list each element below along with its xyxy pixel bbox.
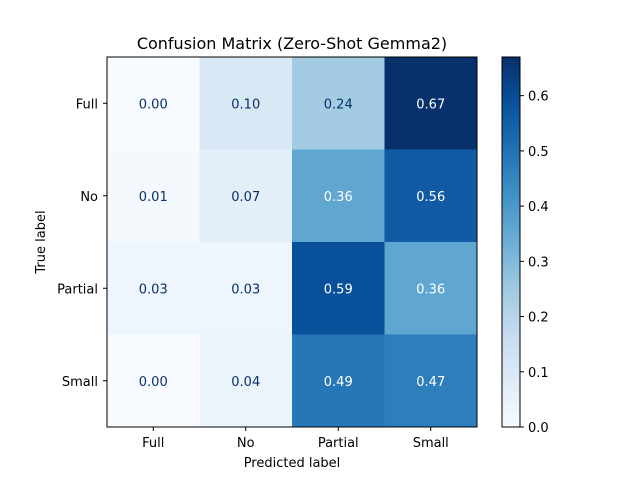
cell-value-label: 0.49 <box>324 375 353 390</box>
colorbar-gradient <box>501 56 521 428</box>
x-tick-label: Small <box>413 436 449 451</box>
heatmap-cell <box>292 149 385 243</box>
x-tick-label: Full <box>142 436 164 451</box>
heatmap-cell <box>292 57 385 150</box>
heatmap-cell <box>199 334 293 428</box>
heatmap-cell <box>292 334 385 428</box>
y-tick-label: Small <box>62 375 98 390</box>
heatmap-cell <box>107 57 200 150</box>
heatmap-cell <box>107 149 200 243</box>
colorbar-tick-label: 0.2 <box>528 311 549 326</box>
colorbar-tick-label: 0.3 <box>528 255 549 270</box>
y-tick-label: Full <box>76 97 98 112</box>
x-tick-label: No <box>237 436 255 451</box>
heatmap-cell <box>199 242 293 335</box>
cell-value-label: 0.47 <box>416 375 445 390</box>
cell-value-label: 0.01 <box>139 190 168 205</box>
cell-value-label: 0.67 <box>416 97 445 112</box>
cell-value-label: 0.36 <box>324 190 353 205</box>
colorbar-tick-label: 0.6 <box>528 90 549 105</box>
y-tick-label: No <box>80 190 98 205</box>
colorbar-tick-label: 0.5 <box>528 145 549 160</box>
y-axis-label: True label <box>34 210 49 274</box>
cell-value-label: 0.07 <box>231 190 260 205</box>
cell-value-label: 0.10 <box>231 97 260 112</box>
heatmap-cell <box>199 149 293 243</box>
cell-value-label: 0.00 <box>139 375 168 390</box>
y-tick-label: Partial <box>57 282 98 297</box>
colorbar-tick-label: 0.1 <box>528 366 549 381</box>
heatmap-cell <box>107 334 200 428</box>
heatmap: 0.00 0.10 0.24 0.67 0.01 0.07 0.36 0.56 0.03 0.03… <box>107 57 478 428</box>
chart-title: Confusion Matrix (Zero-Shot Gemma2) <box>137 34 447 53</box>
colorbar-tick-label: 0.4 <box>528 200 549 215</box>
cell-value-label: 0.00 <box>139 97 168 112</box>
cell-value-label: 0.24 <box>324 97 353 112</box>
axes: Full No Partial Small Full No Partial Small <box>57 97 449 451</box>
cell-value-label: 0.59 <box>324 282 353 297</box>
heatmap-cell <box>384 57 478 150</box>
cell-value-label: 0.56 <box>416 190 445 205</box>
x-tick-label: Partial <box>318 436 359 451</box>
plot-frame <box>106 56 478 428</box>
heatmap-cell <box>292 242 385 335</box>
heatmap-cell <box>384 334 478 428</box>
heatmap-cell <box>384 242 478 335</box>
colorbar-tick-label: 0.0 <box>528 421 549 436</box>
cell-value-label: 0.03 <box>139 282 168 297</box>
heatmap-cell <box>107 242 200 335</box>
cell-value-label: 0.04 <box>231 375 260 390</box>
x-axis-label: Predicted label <box>244 456 341 471</box>
cell-value-label: 0.03 <box>231 282 260 297</box>
colorbar: 0.0 0.1 0.2 0.3 0.4 0.5 0.6 <box>501 56 549 436</box>
heatmap-cell <box>384 149 478 243</box>
heatmap-cell <box>199 57 293 150</box>
cell-value-label: 0.36 <box>416 282 445 297</box>
